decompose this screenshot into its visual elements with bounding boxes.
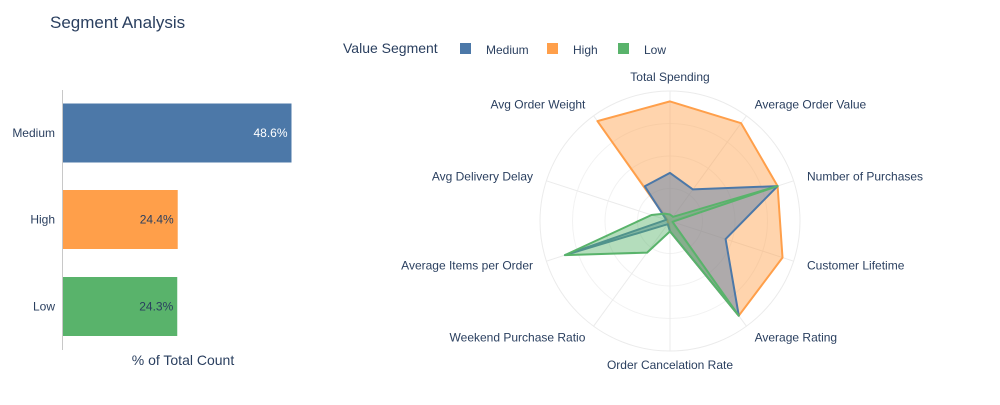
legend-swatch-medium[interactable]: [460, 43, 471, 54]
legend: Medium High Low: [460, 43, 666, 57]
legend-label-high[interactable]: High: [573, 43, 598, 57]
radar-axis-label: Average Items per Order: [401, 259, 533, 273]
bar-chart: 48.6% Medium 24.4% High 24.3% Low % of Total C…: [12, 90, 292, 368]
radar-spoke: [593, 220, 671, 327]
bar-high[interactable]: [63, 190, 178, 249]
legend-label-low[interactable]: Low: [644, 43, 666, 57]
radar-axis-label: Weekend Purchase Ratio: [450, 331, 586, 345]
radar-series-low[interactable]: [563, 185, 779, 317]
bar-category-label-medium: Medium: [12, 126, 55, 140]
chart-title: Segment Analysis: [50, 13, 185, 32]
bar-category-label-low: Low: [33, 300, 55, 314]
bar-data-label-high: 24.4%: [140, 213, 174, 227]
radar-axis-label: Average Order Value: [755, 98, 867, 112]
legend-swatch-high[interactable]: [547, 43, 558, 54]
legend-swatch-low[interactable]: [618, 43, 629, 54]
bar-data-label-low: 24.3%: [139, 300, 173, 314]
bar-category-label-high: High: [30, 213, 55, 227]
radar-axis-label: Total Spending: [630, 70, 709, 84]
legend-title: Value Segment: [343, 40, 438, 56]
bar-low[interactable]: [63, 277, 178, 336]
bar-medium[interactable]: [63, 103, 292, 163]
bar-x-axis-label: % of Total Count: [132, 352, 235, 368]
radar-axis-label: Number of Purchases: [807, 170, 923, 184]
bar-data-label-medium: 48.6%: [253, 126, 287, 140]
radar-spoke: [669, 115, 747, 222]
radar-spoke: [669, 220, 794, 262]
radar-axis-label: Order Cancelation Rate: [607, 358, 733, 372]
radar-axis-label: Customer Lifetime: [807, 259, 905, 273]
radar-axis-label: Avg Order Weight: [490, 98, 586, 112]
legend-label-medium[interactable]: Medium: [486, 43, 529, 57]
radar-chart: Total Spending Average Order Value Number …: [401, 70, 923, 372]
radar-spoke: [546, 180, 671, 222]
radar-axis-label: Avg Delivery Delay: [432, 170, 533, 184]
radar-axis-label: Average Rating: [755, 331, 838, 345]
